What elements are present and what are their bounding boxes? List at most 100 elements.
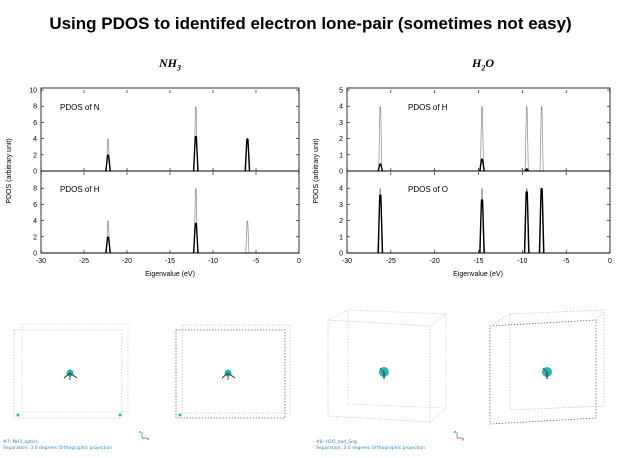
pdos-peak-black (192, 222, 199, 254)
nh3-ylabel: PDOS (arbitrary unit) (6, 138, 13, 203)
pdos-peak-grey (524, 188, 529, 254)
h2o-molecule-tail: O (485, 56, 494, 70)
x-tick-label: -25 (386, 258, 396, 265)
pdos-peak-black (524, 168, 530, 172)
nh3-plot-h: 0 2 4 6 8 (33, 172, 300, 258)
y-tick-label: 2 (33, 234, 37, 241)
x-tick-label: -20 (122, 258, 132, 265)
y-tick-label: 6 (33, 120, 37, 127)
pdos-peak-black (479, 158, 485, 172)
pdos-peak-grey (106, 220, 111, 254)
pdos-peak-grey (480, 106, 484, 172)
pdos-peak-grey (378, 188, 383, 254)
y-tick-label: 1 (339, 152, 343, 159)
h2o-molecule-sub: 2 (481, 63, 486, 73)
cell-box-back (509, 309, 605, 411)
nh3-molecule-label: NH3 (140, 56, 200, 72)
cell-edge (429, 313, 447, 327)
y-tick-label: 4 (33, 218, 37, 225)
pdos-peak-black (377, 163, 384, 172)
y-tick-label: 6 (33, 202, 37, 209)
x-tick-label: 0 (608, 258, 612, 265)
bond (69, 372, 78, 379)
structure-viewers: z x z y (13, 309, 605, 441)
h2o-viewer-1 (327, 309, 447, 423)
y-tick-label: 2 (33, 152, 37, 159)
y-tick-label: 0 (33, 169, 37, 176)
cell-box-front (489, 319, 597, 425)
bond (63, 372, 71, 379)
x-tick-label: -5 (563, 258, 569, 265)
x-tick-label: -30 (342, 258, 352, 265)
pdos-peak-black (244, 138, 251, 172)
nh3-xlabel: Eigenvalue (eV) (145, 271, 195, 278)
y-tick-label: 8 (33, 104, 37, 111)
bond (221, 372, 229, 379)
cell-box-front (13, 329, 123, 419)
h2o-ylabel: PDOS (arbitrary unit) (313, 138, 320, 203)
h2o-plot-o: 0 1 2 3 4 (339, 172, 611, 258)
pdos-peak-grey (480, 188, 484, 254)
axis-z-label: z (454, 429, 456, 434)
bond (542, 367, 548, 373)
nh3-viewer-2 (175, 324, 291, 419)
x-tick-label: -5 (253, 258, 259, 265)
cell-edge (595, 309, 605, 321)
pdos-peak-grey (524, 106, 529, 172)
nh3-caption-line-1: #7: NH3_optics (3, 440, 38, 445)
pdos-peak-grey (193, 106, 198, 172)
h2o-axis-triad: z y (454, 429, 464, 441)
x-tick-label: -30 (36, 258, 46, 265)
x-tick-label: -25 (79, 258, 89, 265)
x-tick-label: -20 (430, 258, 440, 265)
cell-box-back (181, 324, 291, 414)
corner-marker (118, 413, 122, 417)
pdos-peak-black (479, 199, 485, 254)
nh3-viewer-1 (13, 323, 129, 419)
nh3-molecule-base: NH (159, 56, 177, 70)
axis-z-label: z (139, 429, 141, 434)
nh3-x-axis: -30 -25 -20 -15 -10 -5 0 (36, 258, 301, 265)
h2o-molecule-base: H (471, 56, 482, 70)
nh3-plot-n-label: PDOS of N (60, 103, 100, 112)
pdos-peak-black (105, 154, 111, 172)
axis-y-label: y (462, 436, 464, 441)
h2o-x-axis: -30 -25 -20 -15 -10 -5 0 (342, 258, 612, 265)
y-tick-label: 5 (339, 88, 343, 95)
y-tick-label: 4 (339, 186, 343, 193)
nh3-caption-line-2: Separation: 3.0 degrees Orthographic pro… (3, 445, 113, 451)
h2o-caption-line-2: Separation: 3.0 degrees Orthographic pro… (316, 445, 426, 451)
cell-edge (489, 313, 511, 327)
y-tick-label: 8 (33, 186, 37, 193)
x-tick-label: -15 (165, 258, 175, 265)
bond (227, 372, 236, 379)
y-tick-label: 4 (339, 104, 343, 111)
h2o-viewer-caption: #8: H2O_nod_Sng Separation: 3.0 degrees … (316, 440, 425, 451)
h2o-plot-h: 0 1 2 3 4 5 (339, 88, 611, 176)
cell-edge (327, 309, 349, 321)
x-tick-label: 0 (297, 258, 301, 265)
slide-title: Using PDOS to identifed electron lone-pa… (49, 14, 572, 33)
h2o-xlabel: Eigenvalue (eV) (453, 271, 503, 278)
x-tick-label: -10 (517, 258, 527, 265)
y-tick-label: 0 (339, 169, 343, 176)
pdos-peak-black (192, 135, 199, 172)
y-tick-label: 3 (339, 120, 343, 127)
y-tick-label: 1 (339, 234, 343, 241)
y-tick-label: 4 (33, 136, 37, 143)
x-tick-label: -10 (208, 258, 218, 265)
cell-box-back (21, 323, 129, 413)
y-tick-label: 2 (339, 136, 343, 143)
h2o-viewer-2 (489, 309, 605, 425)
h2o-molecule-label: H2O (453, 56, 513, 72)
cell-edge (429, 407, 447, 423)
pdos-peak-grey (539, 106, 544, 172)
axis-x-label: x (147, 436, 149, 441)
nh3-molecule-sub: 3 (177, 63, 181, 73)
h2o-pdos-chart: 0 1 2 3 4 5 0 1 2 3 4 -30 -25 -20 -15 -10 -5 0 PDOS of … (313, 88, 612, 279)
pdos-peak-grey (245, 220, 250, 254)
nh3-plot-n: 0 2 4 6 8 10 (29, 88, 300, 176)
y-tick-label: 3 (339, 202, 343, 209)
h2o-plot-o-label: PDOS of O (408, 185, 448, 194)
nh3-pdos-chart: 0 2 4 6 8 10 0 2 4 6 8 -30 -25 -20 -15 -10 -5 0 PDOS of… (6, 88, 301, 279)
